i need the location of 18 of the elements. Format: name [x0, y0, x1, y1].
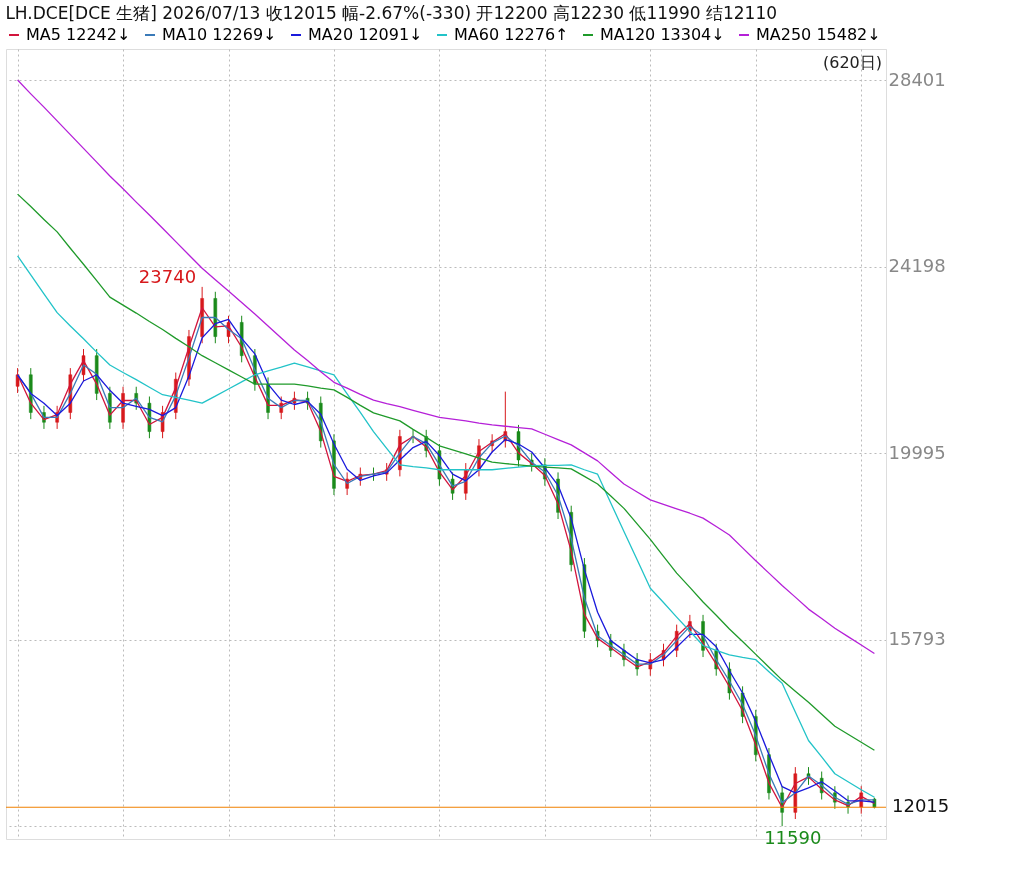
annotation: (620日) [822, 53, 882, 72]
legend-label: MA60 12276↑ [454, 25, 569, 44]
candlestick [15, 367, 20, 394]
y-tick-label: 24198 [888, 255, 946, 277]
annotation: 11590 [764, 827, 822, 849]
legend-label: MA10 12269↓ [162, 25, 277, 44]
legend-label: MA120 13304↓ [600, 25, 725, 44]
ref-line-label: 12015 [892, 795, 950, 817]
annotation: 23740 [138, 265, 197, 287]
legend-label: MA20 12091↓ [308, 25, 423, 44]
y-tick-label: 15793 [888, 628, 946, 650]
line-series [16, 79, 876, 655]
legend-label: MA5 12242↓ [26, 25, 131, 44]
y-tick-label: 19995 [888, 441, 946, 463]
line-series [16, 193, 876, 751]
chart-title: LH.DCE[DCE 生猪] 2026/07/13 收12015 幅-2.67%(-330) 开12200 高12230 低11990 结12110 [5, 3, 778, 23]
y-tick-label: 28401 [888, 68, 946, 90]
legend-label: MA250 15482↓ [756, 25, 881, 44]
